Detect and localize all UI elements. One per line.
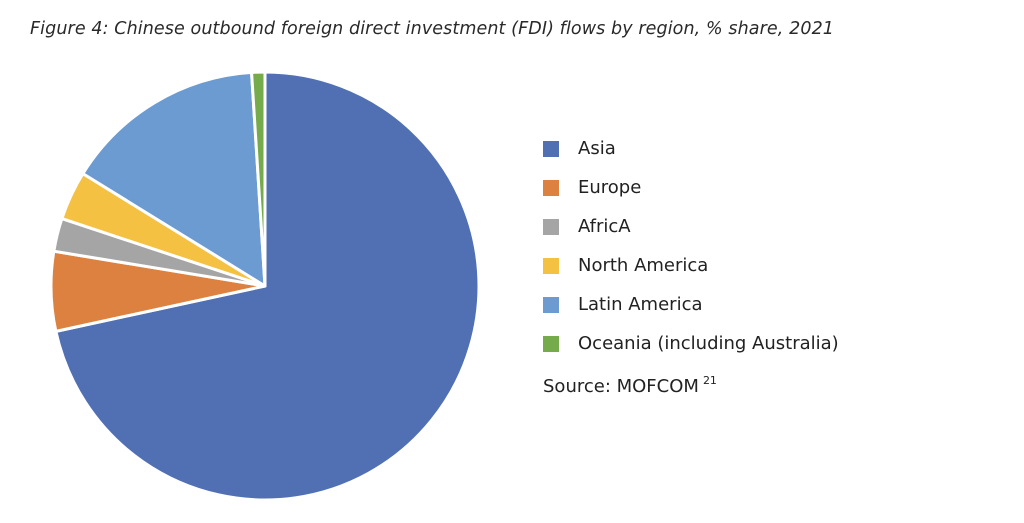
legend-item-asia: Asia <box>543 129 839 168</box>
legend-swatch <box>543 179 559 196</box>
legend-swatch <box>543 257 559 274</box>
legend-label: Latin America <box>578 294 703 315</box>
legend-swatch <box>543 140 559 157</box>
legend-item-latin-america: Latin America <box>543 285 839 324</box>
chart-title: Figure 4: Chinese outbound foreign direc… <box>30 19 835 39</box>
legend-swatch <box>543 218 559 235</box>
legend-label: AfricA <box>578 216 631 237</box>
source-ref: 21 <box>702 374 717 387</box>
legend-label: Europe <box>578 177 642 198</box>
pie-slice-asia <box>54 70 481 502</box>
legend-swatch <box>543 296 559 313</box>
chart-legend: Asia Europe AfricA North America Latin Ameri… <box>543 129 839 363</box>
legend-swatch <box>543 335 559 352</box>
legend-label: Asia <box>578 138 616 159</box>
pie-slice-latin-america <box>81 70 267 288</box>
legend-item-north-america: North America <box>543 246 839 285</box>
pie-chart <box>49 70 481 502</box>
legend-item-africa: AfricA <box>543 207 839 246</box>
source-text: Source: MOFCOM <box>543 376 699 397</box>
legend-label: Oceania (including Australia) <box>578 333 839 354</box>
legend-item-europe: Europe <box>543 168 839 207</box>
source-note: Source: MOFCOM 21 <box>543 374 717 397</box>
legend-label: North America <box>578 255 709 276</box>
legend-item-oceania-including-australia: Oceania (including Australia) <box>543 324 839 363</box>
pie-slice-oceania-including-australia <box>250 70 267 288</box>
